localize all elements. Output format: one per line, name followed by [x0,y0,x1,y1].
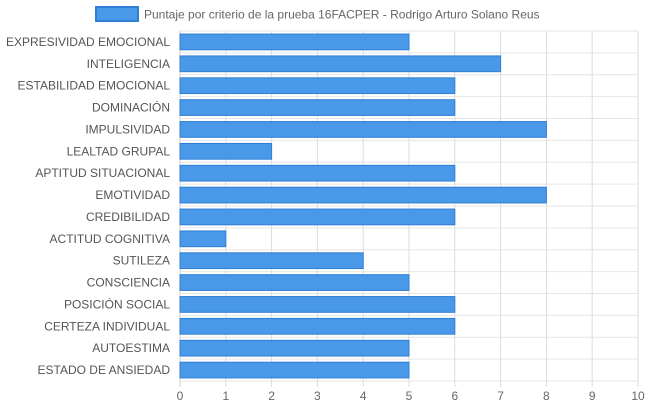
bar[interactable] [179,252,364,270]
x-tick-label: 8 [543,389,550,403]
x-tick-label: 0 [177,389,184,403]
legend[interactable]: Puntaje por criterio de la prueba 16FACP… [95,6,540,22]
category-label: SUTILEZA [113,254,170,268]
category-label: IMPULSIVIDAD [85,122,170,136]
bar[interactable] [179,99,456,116]
x-tick-label: 10 [631,389,645,403]
bar[interactable] [179,208,456,226]
category-label: CERTEZA INDIVIDUAL [44,319,170,333]
legend-swatch [95,6,139,22]
category-label: AUTOESTIMA [92,341,170,355]
category-label: EXPRESIVIDAD EMOCIONAL [6,35,170,49]
x-tick-label: 7 [497,389,504,403]
category-label: POSICIÓN SOCIAL [64,296,170,311]
x-tick-label: 5 [406,389,413,403]
category-label: ESTADO DE ANSIEDAD [38,363,171,377]
category-label: CONSCIENCIA [87,276,170,290]
x-tick-label: 9 [589,389,596,403]
category-label: EMOTIVIDAD [95,188,170,202]
bar[interactable] [179,274,410,291]
x-tick-label: 1 [222,389,229,403]
category-label: CREDIBILIDAD [86,210,170,224]
bar[interactable] [179,33,410,51]
bar[interactable] [179,142,273,160]
bar[interactable] [179,339,410,357]
legend-label: Puntaje por criterio de la prueba 16FACP… [144,8,540,22]
bars [179,33,547,379]
category-label: ACTITUD COGNITIVA [50,232,170,246]
category-label: LEALTAD GRUPAL [67,144,171,158]
bar[interactable] [179,361,410,379]
bar[interactable] [179,186,547,204]
x-tick-label: 3 [314,389,321,403]
bar[interactable] [179,77,456,95]
category-label: ESTABILIDAD EMOCIONAL [18,79,171,93]
bar[interactable] [179,317,456,335]
bar[interactable] [179,164,456,182]
bar[interactable] [179,230,227,248]
bar[interactable] [179,296,456,313]
category-label: APTITUD SITUACIONAL [35,166,170,180]
x-tick-label: 2 [268,389,275,403]
bar[interactable] [179,55,502,73]
bar[interactable] [179,121,547,138]
x-tick-label: 4 [360,389,367,403]
x-axis-ticks: 0 1 2 3 4 5 6 7 8 9 10 [177,389,645,403]
category-label: INTELIGENCIA [87,57,170,71]
category-labels: EXPRESIVIDAD EMOCIONAL INTELIGENCIA ESTABI… [6,35,170,377]
x-tick-label: 6 [451,389,458,403]
category-label: DOMINACIÓN [92,100,170,115]
